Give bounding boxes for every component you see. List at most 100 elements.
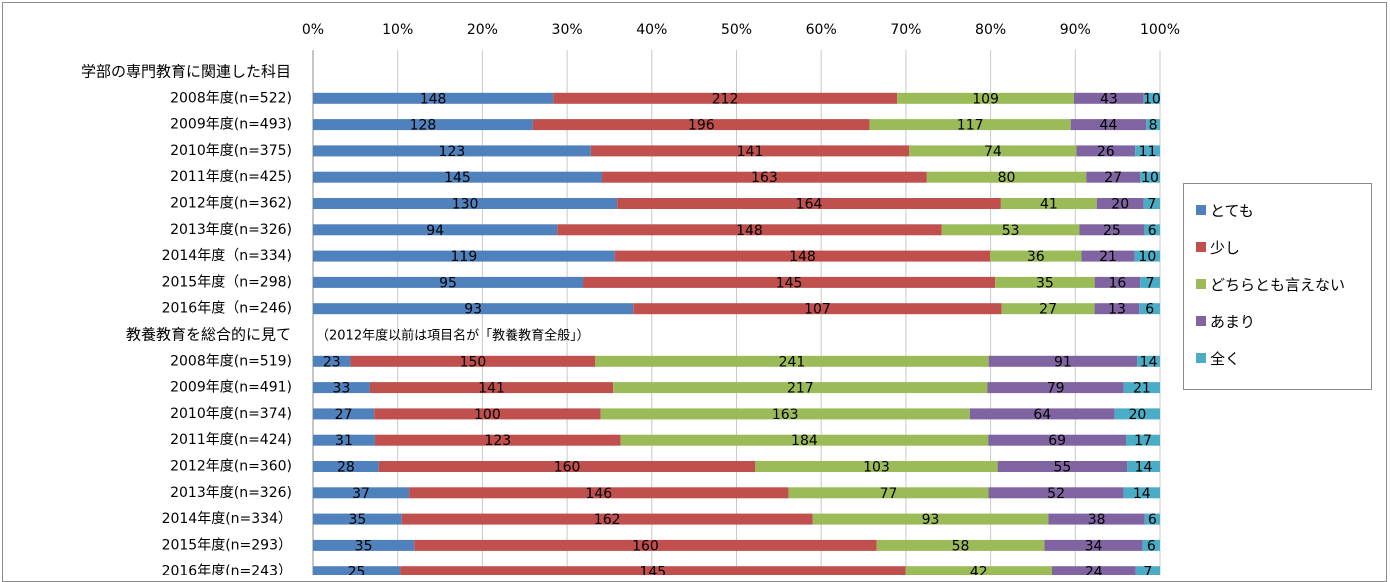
bar-segment [988,487,1124,499]
bar-segment [1000,198,1097,209]
data-label: 35 [1036,275,1054,291]
bar-segment [876,539,1045,551]
bar-segment [614,250,991,262]
bar-segment [313,145,591,157]
data-label: 6 [1147,538,1156,554]
data-label: 7 [1147,197,1156,213]
bar-segment [313,171,602,183]
legend-swatch [1196,353,1206,363]
legend-item: どちらとも言えない [1196,273,1345,295]
data-label: 55 [1053,460,1071,476]
data-label: 241 [779,354,806,370]
bar-segment [1079,224,1145,236]
category-label: 2012年度(n=362) [170,196,292,212]
category-label: 2009年度(n=491) [170,380,292,396]
data-label: 20 [1111,197,1129,213]
category-labels: 学部の専門教育に関連した科目 2008年度(n=522) 2009年度(n=493)… [81,63,292,576]
bar-segment [990,250,1082,262]
data-label: 38 [1088,512,1106,528]
x-tick-label: 10% [382,22,413,38]
category-label: 2009年度(n=493) [170,117,292,133]
data-label: 163 [751,170,778,186]
legend-label: あまり [1210,312,1256,331]
legend-swatch [1196,242,1206,252]
data-label: 94 [426,223,444,239]
data-label: 34 [1085,538,1103,554]
category-label: 2011年度(n=425) [170,169,292,185]
bar-segment [1134,250,1160,262]
bar-segment [1140,171,1160,183]
data-label: 20 [1128,407,1146,423]
bar-segment [1081,250,1135,262]
bar-segment [633,303,1002,315]
data-label: 16 [1108,275,1126,291]
data-label: 145 [776,275,803,291]
bar-segment [909,145,1077,157]
data-label: 10 [1143,91,1161,107]
data-label: 41 [1040,197,1058,213]
data-label: 160 [632,538,659,554]
data-label: 6 [1148,512,1157,528]
data-label: 25 [1103,223,1121,239]
bar-segment [1146,119,1160,131]
bar-segment [988,434,1127,446]
bar-segment [905,566,1052,575]
bar-segment [313,119,533,131]
data-label: 25 [348,565,366,575]
data-label: 162 [594,512,621,528]
bar-segment [313,566,401,575]
bar-segment [313,487,410,499]
data-label: 93 [922,512,940,528]
bar-segment [926,171,1087,183]
data-label: 79 [1047,381,1065,397]
data-label: 31 [335,433,353,449]
data-label: 14 [1140,354,1158,370]
category-label: 2013年度(n=326) [170,222,292,238]
legend-item: 少し [1196,236,1240,258]
bar-segment [557,224,942,236]
legend: とても 少し どちらとも言えない あまり 全く [1183,183,1372,390]
data-label: 123 [439,144,466,160]
data-label: 11 [1139,144,1157,160]
data-label: 100 [474,407,501,423]
data-label: 27 [335,407,353,423]
data-label: 217 [787,381,814,397]
bar-segment [313,513,402,525]
data-label: 10 [1138,249,1156,265]
bar-segment [969,408,1115,420]
data-label: 69 [1048,433,1066,449]
bar-segment [1074,92,1144,104]
group-label: 教養教育を総合的に見て [126,326,291,344]
bar-segment [1114,408,1160,420]
data-label: 13 [1108,302,1126,318]
data-label: 52 [1047,486,1065,502]
bar-segment [1144,513,1160,525]
x-tick-label: 60% [806,22,837,38]
bar-segment [755,461,998,472]
data-label: 58 [952,538,970,554]
legend-label: とても [1210,201,1254,220]
category-label: 2014年度（n=334) [162,248,292,264]
category-label: 2016年度（n=246) [162,301,292,317]
bar-segment [1135,566,1160,575]
data-label: 109 [972,91,999,107]
legend-item: あまり [1196,310,1255,332]
bar-segment [601,171,927,183]
bar-segment [1044,539,1143,551]
bar-segment [400,566,906,575]
bar-segment [313,303,634,315]
bar-segment [401,513,813,525]
category-label: 2012年度(n=360) [170,459,292,475]
data-label: 27 [1039,302,1057,318]
data-label: 37 [352,486,370,502]
bar-segment [313,461,379,472]
bar-segment [1143,92,1160,104]
bar-segment [988,355,1138,367]
bar-segment [613,382,988,394]
data-label: 43 [1100,91,1118,107]
bar-segment [583,276,996,288]
bar-segment [313,539,415,551]
bar-segment [1051,566,1136,575]
data-label: 27 [1104,170,1122,186]
bar-segment [1137,355,1160,367]
